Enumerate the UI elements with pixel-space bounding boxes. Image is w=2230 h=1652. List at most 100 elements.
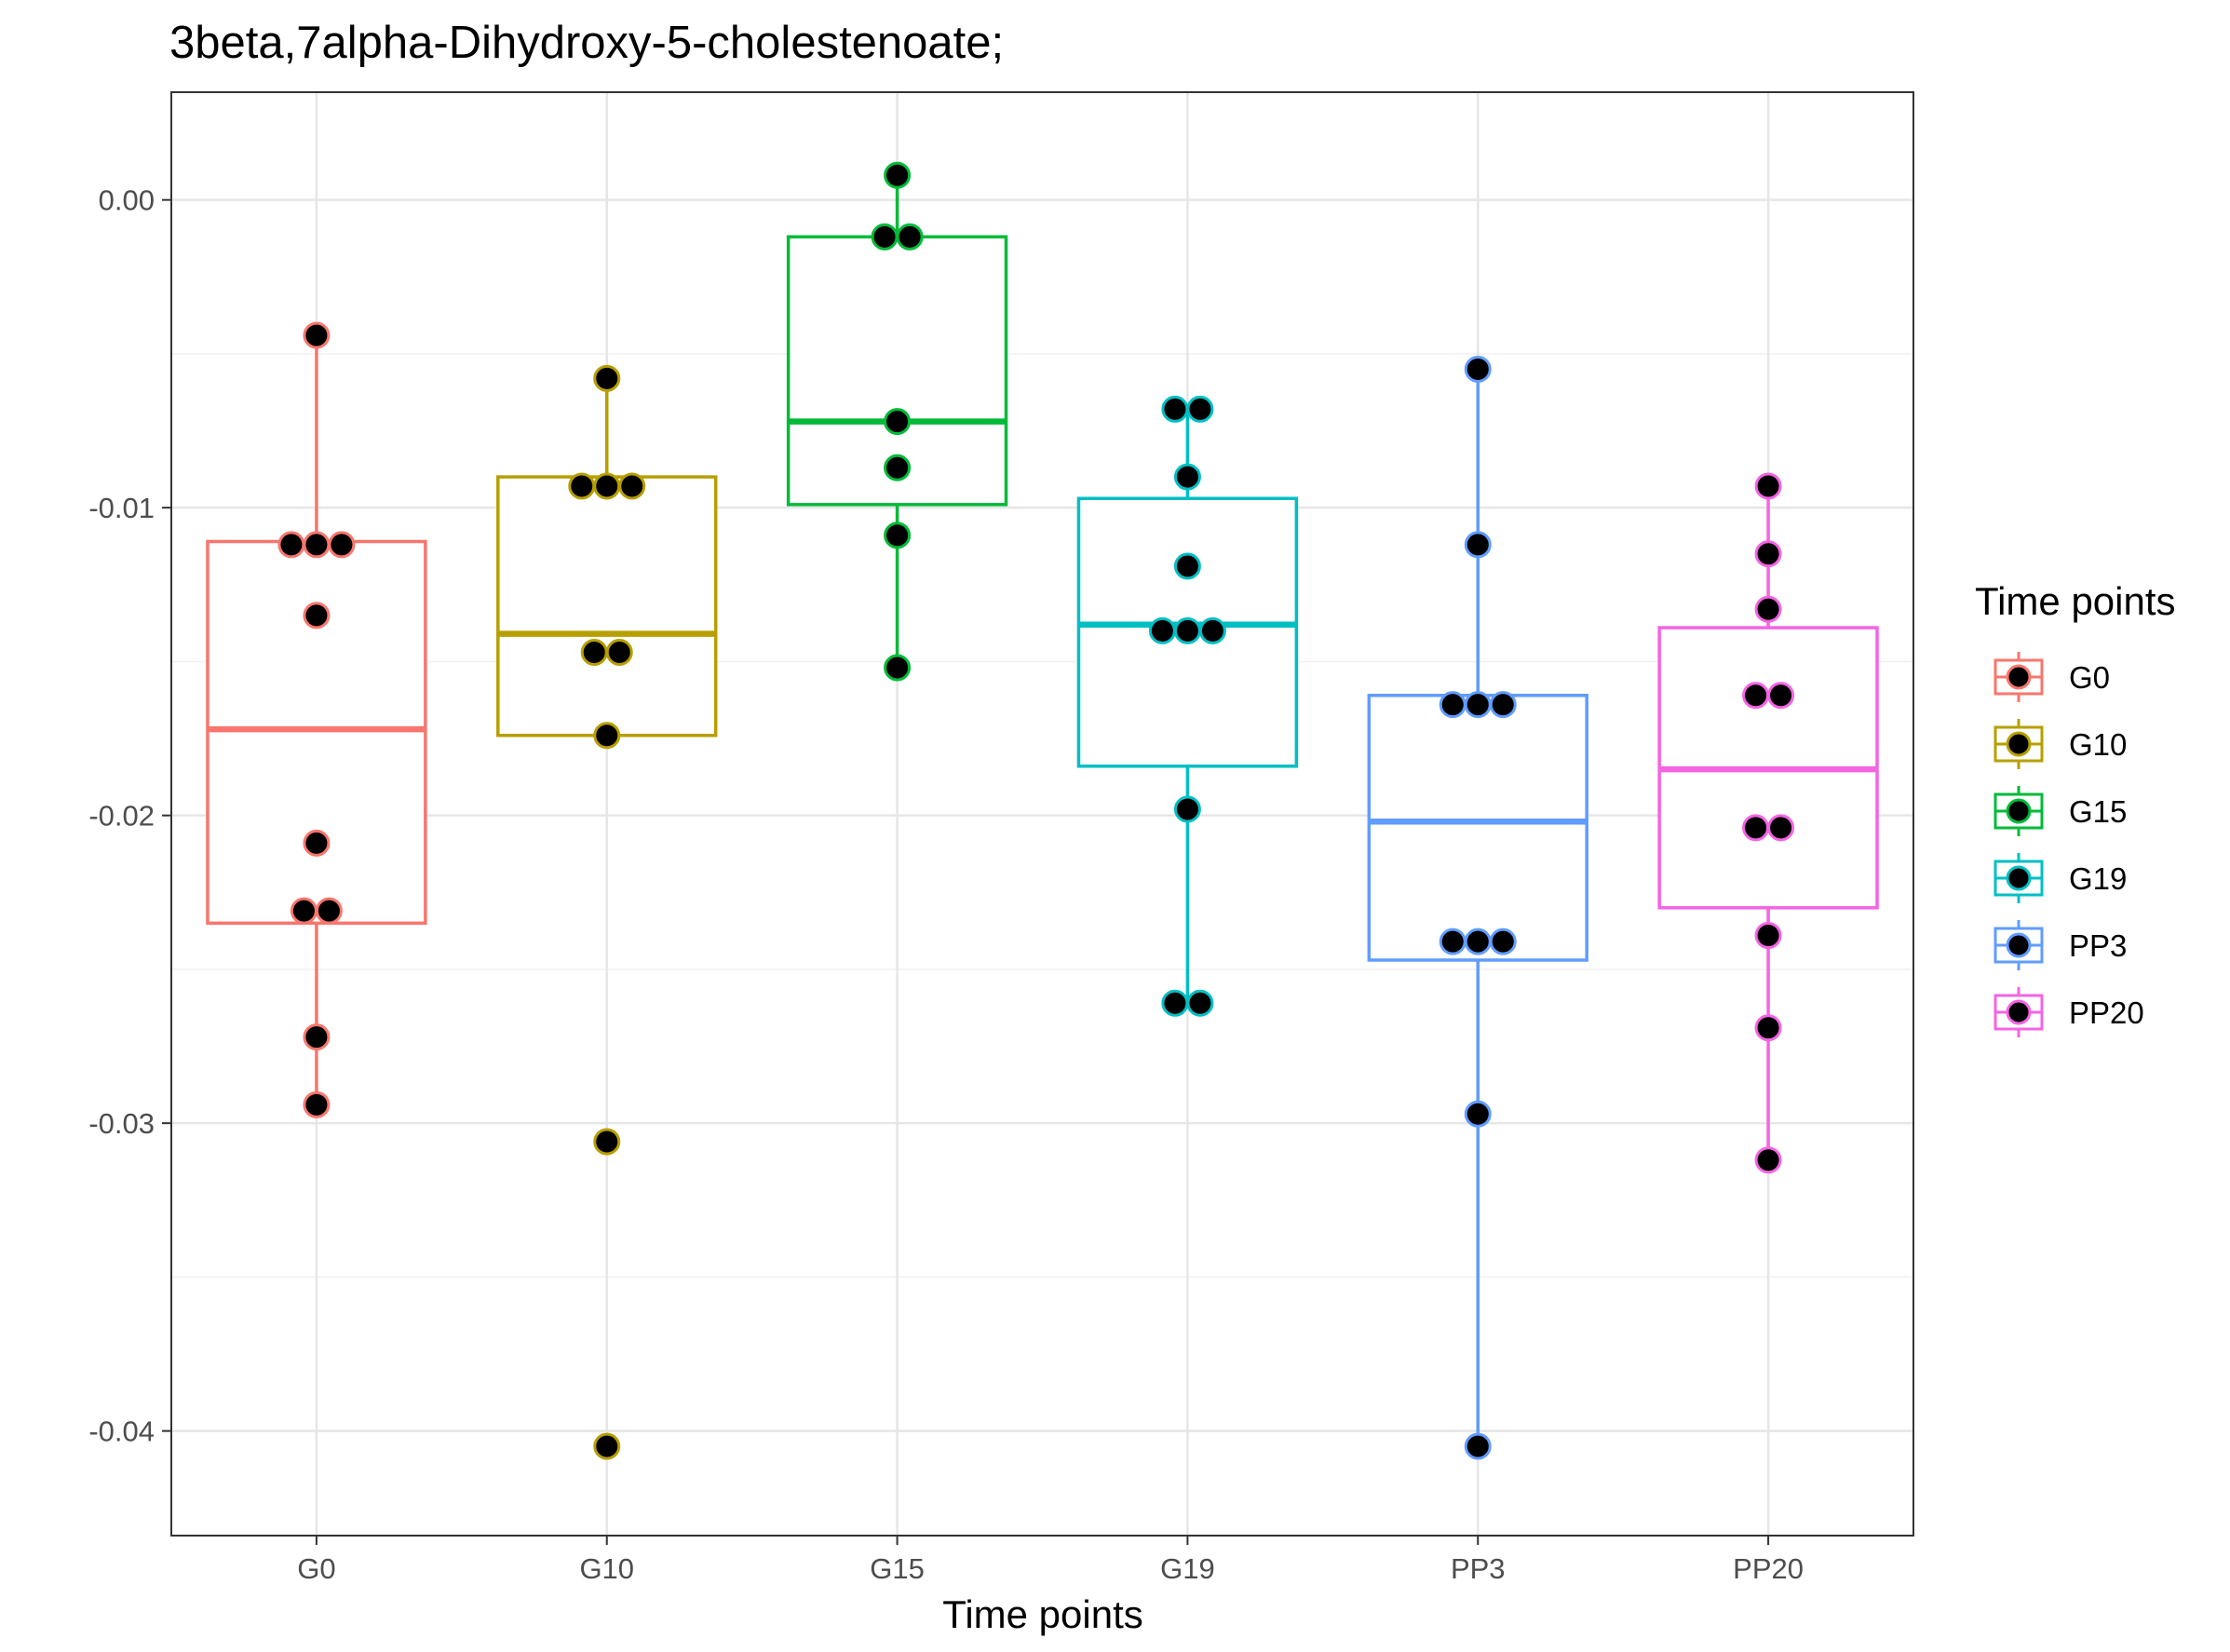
data-point	[1754, 540, 1782, 568]
data-point	[593, 364, 621, 392]
data-point	[1754, 595, 1782, 623]
data-point	[1754, 1014, 1782, 1042]
y-tick-label: 0.00	[99, 184, 155, 217]
data-point	[1161, 989, 1189, 1017]
data-point	[884, 521, 912, 549]
x-tick-label: G0	[297, 1552, 335, 1585]
legend-key-point	[2006, 798, 2032, 824]
x-tick-label: G15	[870, 1552, 925, 1585]
legend-item-g10: G10	[1993, 719, 2127, 769]
box-group-g10	[496, 364, 718, 1460]
box	[1367, 694, 1588, 962]
legend-key-point	[2006, 932, 2032, 958]
legend: Time points G0 G10 G15 G19 PP3 PP20	[1975, 579, 2176, 1037]
data-point	[593, 722, 621, 750]
data-point	[277, 531, 305, 559]
chart-title: 3beta,7alpha-Dihydroxy-5-cholestenoate;	[169, 18, 1004, 68]
plot-area: 0.00 -0.01 -0.02 -0.03 -0.04 G0 G10 G15 G19 PP3 PP…	[88, 91, 1914, 1585]
data-point	[593, 472, 621, 500]
data-point	[1464, 531, 1492, 559]
legend-label: G0	[2069, 660, 2110, 695]
data-point	[580, 638, 608, 666]
data-point	[593, 1432, 621, 1460]
data-point	[1464, 1100, 1492, 1128]
data-point	[1161, 395, 1189, 423]
data-point	[884, 654, 912, 682]
data-point	[303, 602, 331, 630]
y-tick-label: -0.04	[88, 1415, 155, 1448]
legend-key-point	[2006, 731, 2032, 757]
x-tick-label: PP20	[1733, 1552, 1804, 1585]
data-point	[303, 531, 331, 559]
data-point	[1767, 814, 1795, 842]
box-group-g0	[206, 321, 427, 1118]
legend-key-point	[2006, 865, 2032, 891]
x-tick-label: G10	[579, 1552, 634, 1585]
data-point	[1464, 355, 1492, 383]
data-point	[884, 408, 912, 436]
box-group-pp20	[1657, 472, 1879, 1174]
y-tick-label: -0.03	[88, 1107, 155, 1140]
legend-item-pp20: PP20	[1993, 987, 2144, 1037]
data-point	[1173, 552, 1201, 580]
data-point	[568, 472, 596, 500]
legend-label: G19	[2069, 861, 2127, 896]
data-point	[1742, 682, 1770, 710]
data-point	[1173, 616, 1201, 644]
legend-label: G10	[2069, 727, 2127, 762]
legend-item-pp3: PP3	[1993, 920, 2127, 970]
box	[206, 539, 427, 926]
data-point	[303, 1023, 331, 1051]
x-tick-label: PP3	[1451, 1552, 1506, 1585]
data-point	[605, 638, 633, 666]
data-point	[328, 531, 356, 559]
data-point	[1148, 616, 1176, 644]
data-point	[1754, 1146, 1782, 1174]
data-point	[1489, 691, 1517, 719]
data-point	[618, 472, 646, 500]
data-point	[1742, 814, 1770, 842]
data-point	[303, 321, 331, 349]
data-point	[1767, 682, 1795, 710]
data-point	[1464, 1432, 1492, 1460]
box-group-g15	[786, 161, 1008, 682]
x-tick-label: G19	[1160, 1552, 1215, 1585]
data-point	[1439, 928, 1466, 955]
data-point	[303, 1090, 331, 1118]
data-point	[1186, 395, 1214, 423]
legend-key-point	[2006, 999, 2032, 1025]
data-point	[315, 897, 343, 925]
data-point	[1186, 989, 1214, 1017]
x-axis-title: Time points	[942, 1592, 1143, 1636]
data-point	[290, 897, 318, 925]
y-tick-label: -0.01	[88, 492, 155, 524]
legend-key-point	[2006, 664, 2032, 690]
data-point	[1173, 463, 1201, 491]
data-point	[1754, 922, 1782, 950]
data-point	[1173, 795, 1201, 823]
data-point	[1489, 928, 1517, 955]
data-point	[1464, 691, 1492, 719]
box-group-pp3	[1367, 355, 1588, 1460]
y-tick-label: -0.02	[88, 800, 155, 833]
plot-background	[171, 92, 1913, 1536]
data-point	[1439, 691, 1466, 719]
data-point	[593, 1128, 621, 1156]
data-point	[884, 161, 912, 189]
legend-item-g0: G0	[1993, 652, 2110, 702]
legend-item-g15: G15	[1993, 786, 2127, 836]
data-point	[1754, 472, 1782, 500]
box	[496, 475, 718, 738]
legend-label: PP3	[2069, 928, 2127, 963]
legend-label: G15	[2069, 794, 2127, 829]
data-point	[303, 829, 331, 857]
data-point	[871, 223, 899, 251]
box-group-g19	[1076, 395, 1299, 1017]
data-point	[1198, 616, 1226, 644]
data-point	[1464, 928, 1492, 955]
legend-label: PP20	[2069, 995, 2144, 1030]
data-point	[884, 454, 912, 481]
legend-item-g19: G19	[1993, 853, 2127, 903]
data-point	[896, 223, 924, 251]
panel-border	[170, 91, 1914, 1537]
